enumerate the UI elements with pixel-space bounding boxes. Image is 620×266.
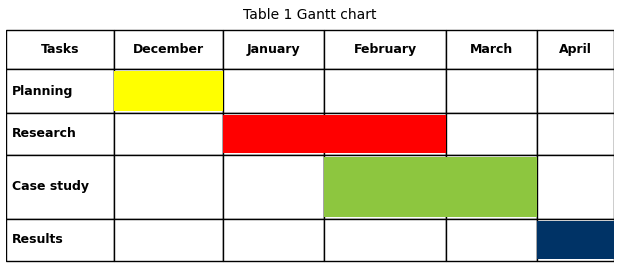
Bar [114, 113, 223, 155]
Bar [537, 155, 614, 219]
Bar [324, 113, 446, 155]
Bar [114, 71, 223, 111]
Text: February: February [353, 43, 417, 56]
Bar [223, 219, 324, 261]
Bar [324, 155, 446, 219]
Text: December: December [133, 43, 204, 56]
Bar [223, 30, 324, 69]
Text: Tasks: Tasks [41, 43, 79, 56]
Bar [114, 30, 223, 69]
Bar [537, 113, 614, 155]
Bar [324, 157, 537, 217]
Bar [114, 155, 223, 219]
Bar [6, 155, 114, 219]
Text: April: April [559, 43, 591, 56]
Text: Table 1 Gantt chart: Table 1 Gantt chart [243, 8, 377, 22]
Bar [223, 69, 324, 113]
Text: March: March [470, 43, 513, 56]
Bar [537, 221, 614, 259]
Bar [114, 69, 223, 113]
Bar [537, 219, 614, 261]
Bar [6, 219, 114, 261]
Bar [223, 113, 324, 155]
Bar [324, 219, 446, 261]
Bar [537, 69, 614, 113]
Text: Research: Research [12, 127, 77, 140]
Bar [114, 219, 223, 261]
Text: Results: Results [12, 234, 64, 246]
Bar [324, 69, 446, 113]
Bar [446, 30, 537, 69]
Bar [537, 30, 614, 69]
Bar [223, 115, 446, 153]
Bar [223, 155, 324, 219]
Text: Case study: Case study [12, 180, 89, 193]
Bar [446, 69, 537, 113]
Bar [446, 219, 537, 261]
Text: Planning: Planning [12, 85, 74, 98]
Bar [6, 113, 114, 155]
Text: January: January [247, 43, 300, 56]
Bar [6, 30, 114, 69]
Bar [6, 69, 114, 113]
Bar [446, 113, 537, 155]
Bar [446, 155, 537, 219]
Bar [324, 30, 446, 69]
